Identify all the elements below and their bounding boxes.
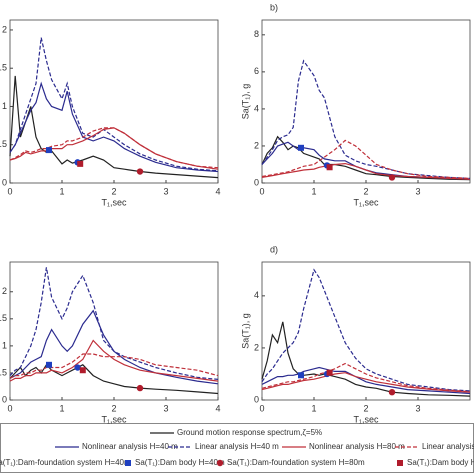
data-line [261,321,471,397]
legend-label: Linear analysis H=80 m [422,442,474,451]
x-axis-label: T₁,sec [353,197,379,207]
y-tick-label: 0.5 [0,139,7,149]
x-tick-label: 1 [311,186,316,196]
data-line [9,267,219,380]
panel-title: b) [270,2,278,12]
y-tick-label: 0 [254,177,259,187]
y-axis-label: Sa(T₁), g [240,313,250,349]
plot-frame [9,19,219,184]
sa-point [136,384,144,392]
data-line [261,139,471,179]
data-line [9,339,219,382]
x-tick-label: 3 [415,403,420,413]
legend-label: Sa(T₁):Dam body H=40m [135,458,225,467]
data-line [261,162,471,180]
legend-label: Nonlinear analysis H=80 m [309,442,405,451]
x-tick-label: 3 [163,186,168,196]
legend-label: Linear analysis H=40 m [195,442,279,451]
y-tick-label: 1.5 [0,313,7,323]
sa-point [298,144,304,151]
data-line [261,372,471,393]
x-axis-label: T₁,sec [101,414,127,424]
legend-label: Ground motion response spectrum,ζ=5% [177,428,322,437]
x-tick-label: 3 [415,186,420,196]
x-axis-label: T₁,sec [101,197,127,207]
sa-point [79,367,86,374]
x-tick-label: 0 [7,403,12,413]
data-line [9,75,219,179]
sa-point [326,369,333,376]
data-line [9,127,219,169]
data-line [261,366,471,395]
y-axis-label: Sa(T₁), g [240,84,250,120]
y-tick-label: 6 [254,66,259,76]
legend-label: Sa(T₁):Dam body H=80m [407,458,474,467]
y-tick-label: 4 [254,103,259,113]
y-tick-label: 2 [254,342,259,352]
x-tick-label: 1 [311,403,316,413]
x-tick-label: 1 [59,186,64,196]
legend-marker [125,460,131,466]
x-tick-label: 3 [163,403,168,413]
legend-marker [397,460,403,466]
sa-point [326,164,333,171]
y-tick-label: 8 [254,29,259,39]
data-line [261,135,471,181]
legend-label: Sa(T₁):Dam-foundation system H=40m [0,458,131,467]
x-tick-label: 0 [259,403,264,413]
legend-marker [216,459,224,467]
data-line [9,81,219,173]
x-tick-label: 0 [7,186,12,196]
sa-point [298,372,304,379]
y-tick-label: 1 [2,101,7,111]
sa-point [46,361,52,368]
data-line [261,59,471,179]
y-tick-label: 0.5 [0,367,7,377]
x-tick-label: 1 [59,403,64,413]
x-tick-label: 0 [259,186,264,196]
x-tick-label: 2 [363,403,368,413]
y-tick-label: 4 [254,290,259,300]
y-tick-label: 2 [254,140,259,150]
x-tick-label: 4 [215,403,220,413]
sa-point [46,147,52,154]
sa-point [77,160,84,167]
y-tick-label: 2 [2,286,7,296]
x-axis-label: T₁,sec [353,414,379,424]
data-line [9,353,219,379]
y-tick-label: 1.5 [0,63,7,73]
plot-frame [261,19,471,184]
legend-label: Sa(T₁):Dam-foundation system H=80m [227,458,365,467]
x-tick-label: 4 [215,186,220,196]
panel-title: d) [270,244,278,254]
sa-point [136,168,144,175]
sa-point [388,174,396,181]
x-tick-label: 2 [363,186,368,196]
y-tick-label: 0 [254,394,259,404]
y-tick-label: 0 [2,177,7,187]
legend-label: Nonlinear analysis H=40 m [82,442,178,451]
x-tick-label: 2 [111,403,116,413]
x-tick-label: 2 [111,186,116,196]
data-line [261,362,471,393]
sa-point [74,364,81,371]
y-tick-label: 1 [2,340,7,350]
y-tick-label: 0 [2,394,7,404]
y-tick-label: 2 [2,24,7,34]
data-line [261,268,471,392]
sa-point [388,388,396,396]
data-line [9,309,219,385]
data-line [9,37,219,172]
